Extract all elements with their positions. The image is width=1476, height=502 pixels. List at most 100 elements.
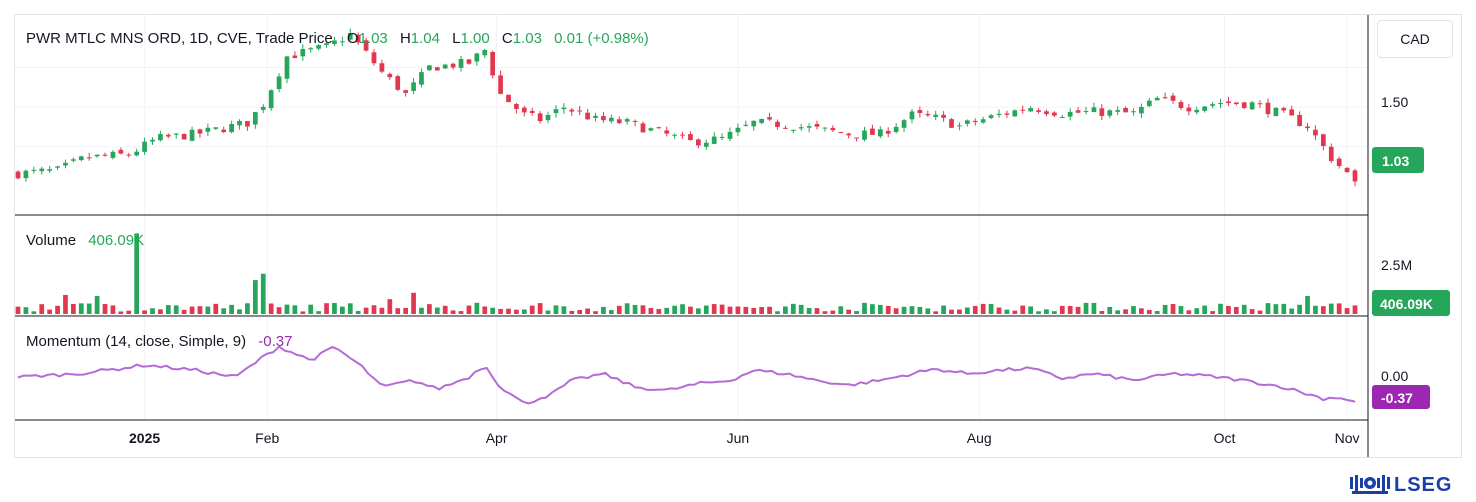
volume-bar [1305, 295, 1310, 314]
volume-bar [996, 307, 1002, 314]
svg-text:PWR MTLC MNS ORD, 1D, CVE, Tra: PWR MTLC MNS ORD, 1D, CVE, Trade Price O… [26, 30, 649, 47]
volume-bar [94, 295, 100, 314]
candle [545, 111, 551, 124]
volume-bar [688, 306, 693, 314]
volume-bar [957, 309, 962, 314]
volume-bar [213, 303, 219, 314]
candle [126, 152, 132, 158]
candle [1218, 98, 1223, 109]
candle [1020, 105, 1026, 114]
candle [474, 52, 480, 66]
currency-selector[interactable]: CAD [1377, 20, 1453, 58]
volume-bar [1210, 311, 1215, 314]
lseg-logo: LSEG [1348, 472, 1452, 498]
candle [672, 133, 677, 139]
momentum-axis-label: 0.00 [1381, 368, 1408, 384]
candle [521, 105, 527, 117]
close-value: 1.03 [513, 30, 542, 47]
volume-bar [529, 305, 535, 314]
volume-bar [268, 303, 274, 314]
candle [893, 123, 899, 134]
candle [608, 114, 614, 124]
volume-bar [1233, 306, 1239, 314]
volume-bar [1344, 308, 1350, 314]
volume-bar [885, 305, 891, 314]
volume-bar [292, 305, 298, 314]
candle [964, 119, 970, 127]
candle [537, 111, 543, 124]
candle [31, 166, 37, 174]
volume-bar [1059, 305, 1065, 314]
volume-bar [181, 309, 187, 314]
volume-bar [332, 302, 337, 314]
volume-bar [703, 305, 709, 314]
volume-bar [63, 294, 68, 314]
candle [1107, 109, 1113, 119]
volume-bar [814, 308, 820, 314]
candle [47, 165, 53, 174]
candle [1186, 103, 1192, 116]
volume-bar [1265, 303, 1271, 314]
volume-bar [379, 307, 385, 314]
candle [1313, 125, 1318, 141]
volume-bar [1083, 302, 1089, 314]
volume-bar [862, 302, 867, 314]
candle [1115, 106, 1121, 116]
volume-bar [1202, 305, 1208, 314]
volume-bar [727, 306, 733, 314]
volume-bar [39, 304, 45, 314]
lseg-logo-icon [1350, 475, 1390, 494]
volume-bar [506, 308, 511, 314]
candle [1099, 104, 1105, 121]
volume-bar [925, 308, 931, 314]
candle [252, 112, 258, 129]
price-candles [15, 28, 1358, 187]
candle [221, 126, 227, 134]
candle [482, 49, 488, 59]
candle [1012, 109, 1018, 117]
momentum-last-tag-text: -0.37 [1381, 390, 1413, 406]
candle [1194, 106, 1200, 115]
volume-bar [830, 310, 836, 314]
volume-bar [775, 311, 780, 314]
volume-bar [1162, 304, 1168, 314]
volume-bar [521, 309, 527, 314]
volume-bar [284, 304, 290, 314]
volume-bar [1186, 310, 1192, 314]
volume-bar [1099, 311, 1105, 314]
volume-bar [877, 304, 883, 314]
volume-bar [229, 304, 234, 314]
candle [403, 89, 409, 97]
candle [165, 133, 171, 139]
candle [55, 165, 60, 171]
candle [134, 148, 140, 157]
volume-bar [719, 304, 725, 314]
volume-bar [245, 303, 250, 314]
volume-bar [553, 305, 559, 314]
volume-bar [640, 305, 646, 314]
volume-bar [1131, 306, 1136, 314]
candle [798, 123, 804, 131]
volume-bar [1297, 304, 1302, 314]
volume-bar [142, 310, 147, 314]
volume-bar [434, 307, 440, 314]
candle [941, 111, 946, 122]
volume-bar [933, 311, 939, 314]
candle [1241, 101, 1247, 110]
candle [1305, 122, 1310, 132]
volume-bar [743, 306, 749, 314]
volume-bar [1091, 302, 1097, 314]
volume-bar [110, 305, 116, 314]
candle [822, 127, 828, 132]
candle [1178, 99, 1184, 111]
candle [86, 152, 92, 161]
price-last-tag-text: 1.03 [1382, 153, 1409, 169]
candle [988, 113, 994, 120]
volume-bar [561, 306, 567, 314]
volume-bar [1052, 311, 1057, 314]
candle [727, 127, 733, 142]
candle [308, 47, 314, 53]
volume-bar [252, 280, 258, 314]
volume-bar [545, 310, 551, 314]
